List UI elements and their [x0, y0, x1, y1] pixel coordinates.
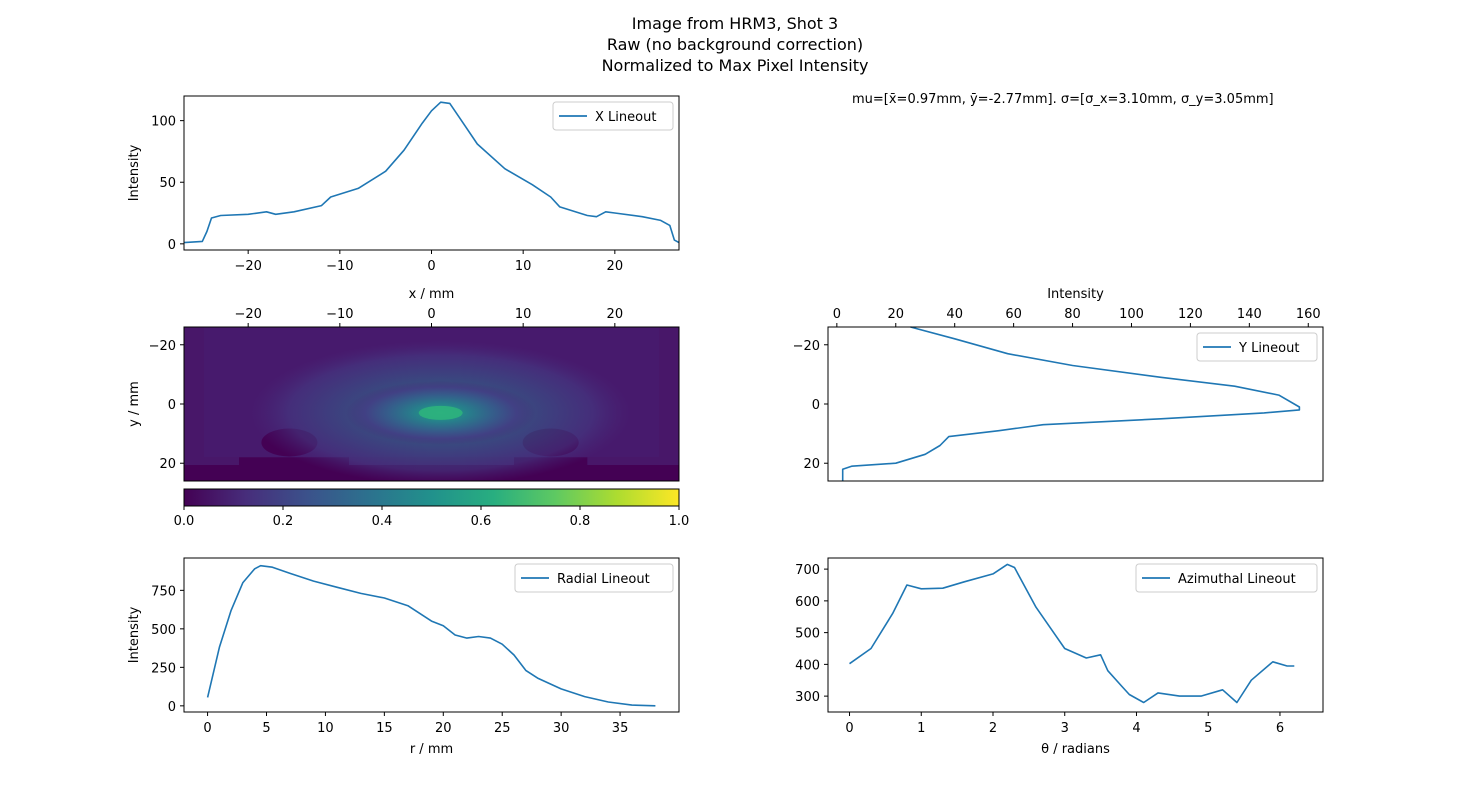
radial-lineout-xtick-label: 30	[553, 721, 570, 736]
colorbar-tick-label: 0.2	[273, 514, 294, 529]
x-lineout-legend-label: X Lineout	[595, 110, 656, 125]
colorbar	[184, 489, 679, 506]
radial-lineout-ytick-label: 0	[168, 700, 176, 715]
y-lineout-xtick-label: 0	[833, 307, 841, 322]
x-lineout-legend	[552, 101, 674, 131]
azimuthal-lineout-xtick-label: 0	[845, 721, 853, 736]
title-line-2: Raw (no background correction)	[606, 35, 864, 54]
y-lineout-ytick-label: −20	[793, 339, 820, 354]
radial-lineout-xtick-label: 25	[494, 721, 511, 736]
azimuthal-lineout-xlabel: θ / radians	[1041, 742, 1110, 757]
image-ytick-label: −20	[149, 339, 176, 354]
azimuthal-lineout-frame	[827, 557, 1324, 713]
colorbar-tick-label: 0.8	[570, 514, 591, 529]
x-lineout-ylabel: Intensity	[127, 144, 142, 201]
y-lineout-xlabel: Intensity	[1047, 287, 1104, 302]
x-lineout-xtick-label: 10	[515, 259, 532, 274]
image-xtick-label: −10	[326, 307, 353, 322]
image-xlabel: x / mm	[409, 287, 455, 302]
title-line-1: Image from HRM3, Shot 3	[631, 14, 839, 33]
x-lineout-ytick-label: 50	[159, 176, 176, 191]
radial-lineout-series-line	[206, 564, 656, 707]
title-line-3: Normalized to Max Pixel Intensity	[601, 56, 869, 75]
azimuthal-lineout-ytick-label: 500	[795, 627, 820, 642]
radial-lineout-xtick-label: 35	[612, 721, 629, 736]
radial-lineout-frame	[183, 557, 680, 713]
azimuthal-lineout-xtick-label: 6	[1276, 721, 1284, 736]
azimuthal-lineout-xtick-label: 5	[1204, 721, 1212, 736]
azimuthal-lineout-xtick-label: 4	[1132, 721, 1140, 736]
colorbar-tick-label: 0.0	[174, 514, 195, 529]
y-lineout-legend-label: Y Lineout	[1238, 341, 1299, 356]
image-xtick-label: 0	[427, 307, 435, 322]
azimuthal-lineout-ytick-label: 300	[795, 690, 820, 705]
azimuthal-lineout-ytick-label: 700	[795, 563, 820, 578]
radial-lineout-legend-label: Radial Lineout	[557, 572, 650, 587]
azimuthal-lineout-ytick-label: 400	[795, 658, 820, 673]
radial-lineout-xtick-label: 20	[435, 721, 452, 736]
y-lineout-xtick-label: 20	[887, 307, 904, 322]
image-ytick-label: 20	[159, 457, 176, 472]
radial-lineout-xlabel: r / mm	[410, 742, 453, 757]
y-lineout-xtick-label: 160	[1296, 307, 1321, 322]
azimuthal-lineout-xtick-label: 2	[989, 721, 997, 736]
radial-lineout-ytick-label: 750	[151, 584, 176, 599]
y-lineout-xtick-label: 120	[1178, 307, 1203, 322]
x-lineout-ytick-label: 0	[168, 238, 176, 253]
y-lineout-legend	[1196, 332, 1318, 362]
y-lineout-ytick-label: 20	[803, 457, 820, 472]
radial-lineout-xtick-label: 5	[262, 721, 270, 736]
y-lineout-series-line	[841, 326, 1301, 481]
radial-lineout-legend	[514, 563, 674, 593]
radial-lineout-xtick-label: 15	[376, 721, 393, 736]
image-ylabel: y / mm	[127, 381, 142, 427]
azimuthal-lineout-xtick-label: 1	[917, 721, 925, 736]
y-lineout-xtick-label: 100	[1119, 307, 1144, 322]
azimuthal-lineout-legend	[1135, 563, 1318, 593]
y-lineout-xtick-label: 40	[946, 307, 963, 322]
radial-lineout-ytick-label: 250	[151, 661, 176, 676]
y-lineout-xtick-label: 140	[1237, 307, 1262, 322]
colorbar-tick-label: 1.0	[669, 514, 690, 529]
stats-text: mu=[x̄=0.97mm, ȳ=-2.77mm]. σ=[σ_x=3.10mm…	[852, 92, 1274, 107]
y-lineout-ytick-label: 0	[812, 398, 820, 413]
image-ytick-label: 0	[168, 398, 176, 413]
colorbar-frame	[183, 488, 680, 507]
radial-lineout-ylabel: Intensity	[127, 606, 142, 663]
x-lineout-xtick-label: 20	[607, 259, 624, 274]
image-xtick-label: 20	[607, 307, 624, 322]
colorbar-tick-label: 0.6	[471, 514, 492, 529]
azimuthal-lineout-xtick-label: 3	[1061, 721, 1069, 736]
radial-lineout-xtick-label: 0	[203, 721, 211, 736]
radial-lineout-xtick-label: 10	[317, 721, 334, 736]
radial-lineout-ytick-label: 500	[151, 623, 176, 638]
azimuthal-lineout-ytick-label: 600	[795, 595, 820, 610]
x-lineout-xtick-label: 0	[427, 259, 435, 274]
image-xtick-label: 10	[515, 307, 532, 322]
y-lineout-xtick-label: 80	[1064, 307, 1081, 322]
azimuthal-lineout-series-line	[849, 563, 1295, 704]
image-xtick-label: −20	[234, 307, 261, 322]
x-lineout-ytick-label: 100	[151, 115, 176, 130]
colorbar-tick-label: 0.4	[372, 514, 393, 529]
image-plot	[184, 327, 679, 481]
x-lineout-xtick-label: −20	[234, 259, 261, 274]
y-lineout-xtick-label: 60	[1005, 307, 1022, 322]
x-lineout-series-line	[183, 101, 680, 244]
azimuthal-lineout-legend-label: Azimuthal Lineout	[1178, 572, 1296, 587]
image-beam-peak	[418, 405, 463, 420]
x-lineout-xtick-label: −10	[326, 259, 353, 274]
